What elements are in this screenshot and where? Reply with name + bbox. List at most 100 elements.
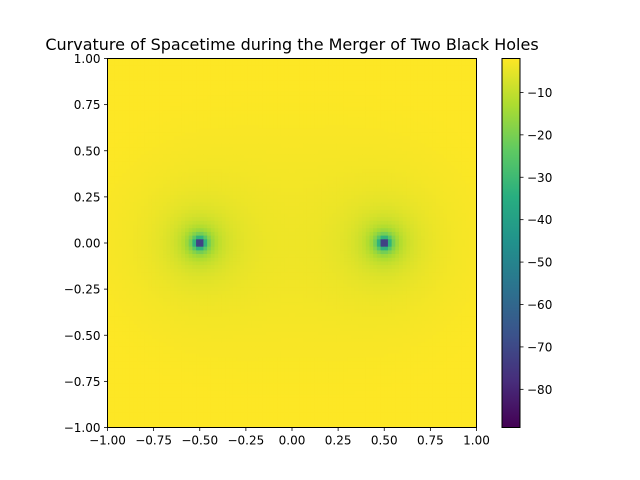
heatmap-cell bbox=[255, 135, 260, 141]
heatmap-cell bbox=[384, 209, 389, 214]
heatmap-cell bbox=[413, 65, 418, 71]
heatmap-cell bbox=[314, 69, 319, 74]
heatmap-cell bbox=[192, 139, 197, 144]
heatmap-cell bbox=[406, 206, 411, 211]
heatmap-cell bbox=[229, 135, 234, 141]
heatmap-cell bbox=[192, 191, 197, 196]
heatmap-cell bbox=[380, 106, 385, 111]
heatmap-cell bbox=[306, 172, 311, 178]
heatmap-cell bbox=[373, 169, 378, 174]
heatmap-cell bbox=[140, 69, 145, 74]
heatmap-cell bbox=[277, 65, 282, 71]
heatmap-cell bbox=[424, 147, 429, 152]
heatmap-cell bbox=[144, 165, 149, 170]
heatmap-cell bbox=[458, 99, 463, 104]
heatmap-cell bbox=[280, 91, 286, 96]
heatmap-cell bbox=[365, 220, 370, 225]
heatmap-cell bbox=[125, 113, 131, 118]
heatmap-cell bbox=[137, 169, 142, 174]
heatmap-cell bbox=[137, 195, 142, 200]
heatmap-cell bbox=[225, 198, 230, 203]
heatmap-cell bbox=[406, 80, 411, 85]
heatmap-cell bbox=[421, 209, 426, 214]
heatmap-cell bbox=[461, 110, 466, 115]
heatmap-cell bbox=[373, 217, 378, 222]
heatmap-cell bbox=[454, 180, 459, 185]
heatmap-cell bbox=[332, 143, 337, 148]
heatmap-cell bbox=[472, 113, 477, 118]
heatmap-cell bbox=[384, 99, 389, 104]
heatmap-cell bbox=[432, 121, 437, 126]
heatmap-cell bbox=[310, 106, 315, 111]
heatmap-cell bbox=[199, 143, 204, 148]
heatmap-cell bbox=[133, 235, 138, 240]
heatmap-cell bbox=[188, 124, 193, 130]
heatmap-cell bbox=[292, 99, 297, 104]
heatmap-cell bbox=[170, 169, 175, 174]
heatmap-cell bbox=[273, 121, 278, 126]
heatmap-cell bbox=[336, 150, 341, 155]
heatmap-cell bbox=[273, 147, 278, 152]
heatmap-cell bbox=[387, 80, 393, 85]
heatmap-cell bbox=[303, 69, 308, 74]
heatmap-cell bbox=[184, 217, 190, 222]
heatmap-cell bbox=[413, 228, 418, 233]
heatmap-cell bbox=[232, 158, 238, 163]
heatmap-cell bbox=[107, 91, 112, 96]
heatmap-cell bbox=[122, 143, 127, 148]
heatmap-cell bbox=[303, 239, 308, 244]
heatmap-cell bbox=[328, 143, 334, 148]
heatmap-cell bbox=[328, 117, 334, 122]
heatmap-cell bbox=[303, 76, 308, 82]
heatmap-cell bbox=[314, 99, 319, 104]
heatmap-cell bbox=[247, 224, 252, 229]
heatmap-cell bbox=[144, 169, 149, 174]
heatmap-cell bbox=[332, 209, 337, 214]
heatmap-cell bbox=[299, 113, 304, 118]
heatmap-cell bbox=[122, 135, 127, 141]
heatmap-cell bbox=[365, 84, 370, 89]
heatmap-cell bbox=[413, 76, 418, 82]
heatmap-cell bbox=[207, 228, 212, 233]
heatmap-cell bbox=[111, 69, 116, 74]
heatmap-cell bbox=[203, 150, 208, 155]
heatmap-cell bbox=[432, 172, 437, 178]
heatmap-cell bbox=[347, 69, 352, 74]
heatmap-cell bbox=[181, 235, 186, 240]
heatmap-cell bbox=[432, 62, 437, 67]
heatmap-cell bbox=[421, 180, 426, 185]
heatmap-cell bbox=[380, 80, 385, 85]
heatmap-cell bbox=[188, 176, 193, 181]
heatmap-cell bbox=[402, 135, 407, 141]
heatmap-cell bbox=[221, 147, 227, 152]
heatmap-cell bbox=[203, 198, 208, 203]
heatmap-cell bbox=[376, 99, 382, 104]
heatmap-cell bbox=[391, 198, 396, 203]
heatmap-cell bbox=[450, 110, 455, 115]
heatmap-cell bbox=[151, 202, 156, 207]
heatmap-cell bbox=[369, 58, 374, 63]
heatmap-cell bbox=[362, 158, 367, 163]
heatmap-cell bbox=[428, 102, 433, 107]
heatmap-cell bbox=[107, 88, 112, 93]
heatmap-cell bbox=[310, 228, 315, 233]
heatmap-cell bbox=[454, 135, 459, 141]
heatmap-cell bbox=[229, 191, 234, 196]
heatmap-cell bbox=[196, 158, 201, 163]
heatmap-cell bbox=[244, 213, 249, 218]
heatmap-cell bbox=[339, 84, 345, 89]
heatmap-cell bbox=[446, 158, 452, 163]
heatmap-cell bbox=[435, 76, 441, 82]
heatmap-cell bbox=[421, 139, 426, 144]
heatmap-cell bbox=[288, 165, 293, 170]
heatmap-cell bbox=[321, 220, 326, 225]
heatmap-cell bbox=[214, 69, 219, 74]
heatmap-cell bbox=[173, 110, 179, 115]
heatmap-cell bbox=[251, 209, 256, 214]
heatmap-cell bbox=[362, 143, 367, 148]
heatmap-cell bbox=[181, 228, 186, 233]
heatmap-cell bbox=[177, 154, 182, 159]
heatmap-cell bbox=[354, 73, 359, 78]
heatmap-cell bbox=[413, 139, 418, 144]
heatmap-cell bbox=[203, 84, 208, 89]
